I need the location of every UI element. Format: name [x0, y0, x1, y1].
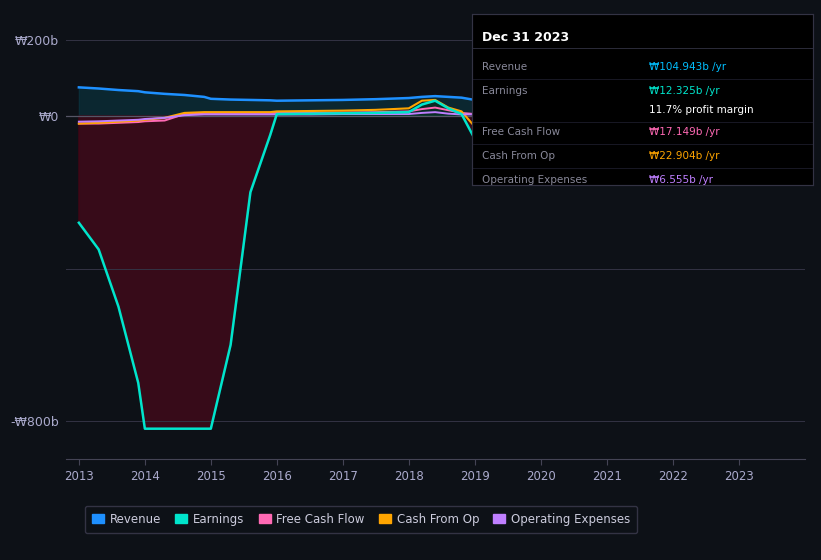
- Text: Earnings: Earnings: [482, 86, 528, 96]
- Text: ₩12.325b /yr: ₩12.325b /yr: [649, 86, 720, 96]
- Text: ₩22.904b /yr: ₩22.904b /yr: [649, 151, 720, 161]
- Text: Free Cash Flow: Free Cash Flow: [482, 127, 561, 137]
- Text: 11.7% profit margin: 11.7% profit margin: [649, 105, 754, 115]
- Text: Revenue: Revenue: [482, 62, 527, 72]
- Legend: Revenue, Earnings, Free Cash Flow, Cash From Op, Operating Expenses: Revenue, Earnings, Free Cash Flow, Cash …: [85, 506, 637, 533]
- Text: Cash From Op: Cash From Op: [482, 151, 555, 161]
- Text: ₩104.943b /yr: ₩104.943b /yr: [649, 62, 727, 72]
- Text: ₩6.555b /yr: ₩6.555b /yr: [649, 175, 713, 185]
- Text: ₩17.149b /yr: ₩17.149b /yr: [649, 127, 720, 137]
- Text: Dec 31 2023: Dec 31 2023: [482, 31, 570, 44]
- Text: Operating Expenses: Operating Expenses: [482, 175, 588, 185]
